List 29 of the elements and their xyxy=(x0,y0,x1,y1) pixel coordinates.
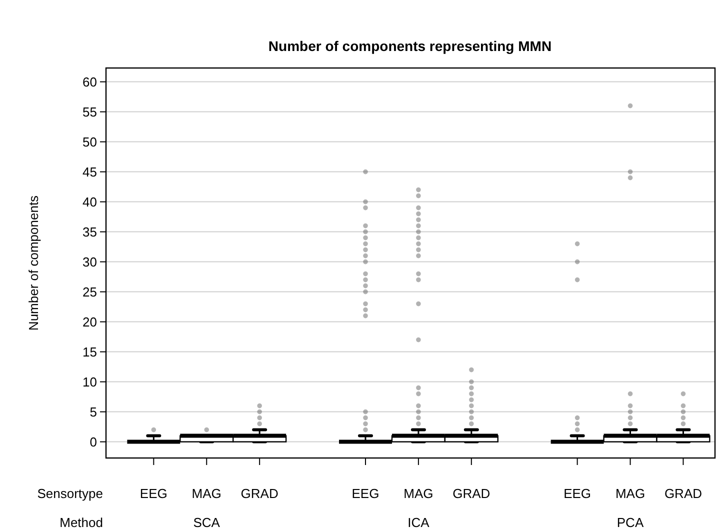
y-tick-label: 10 xyxy=(82,374,97,390)
x-tick-label: MAG xyxy=(192,486,222,501)
y-tick-label: 45 xyxy=(82,164,97,180)
text: PCA xyxy=(616,515,644,529)
y-tick-label: 50 xyxy=(82,134,97,150)
x-tick-label: GRAD xyxy=(240,486,278,501)
text: Method xyxy=(60,515,103,529)
text: Sensortype xyxy=(37,486,103,501)
y-tick-label: 15 xyxy=(82,344,97,360)
y-tick-label: 60 xyxy=(82,74,97,90)
y-tick-label: 55 xyxy=(82,104,97,120)
x-tick-label: MAG xyxy=(615,486,646,501)
y-tick-label: 40 xyxy=(82,194,97,210)
chart-title: Number of components representing MMN xyxy=(268,38,552,54)
x-tick-label: EEG xyxy=(140,486,168,501)
text: ICA xyxy=(408,515,430,529)
x-tick-label: GRAD xyxy=(664,486,702,501)
x-tick-label: GRAD xyxy=(452,486,490,501)
y-axis-title: Number of components xyxy=(26,194,41,331)
x-tick-label: EEG xyxy=(352,486,380,501)
y-tick-label: 30 xyxy=(82,254,97,270)
y-tick-label: 5 xyxy=(90,404,97,420)
y-tick-label: 25 xyxy=(82,284,97,300)
x-tick-label: MAG xyxy=(404,486,434,501)
y-tick-label: 0 xyxy=(90,434,97,450)
y-tick-label: 35 xyxy=(82,224,97,240)
text: SCA xyxy=(193,515,220,529)
x-tick-label: EEG xyxy=(564,486,592,501)
y-tick-label: 20 xyxy=(82,314,97,330)
